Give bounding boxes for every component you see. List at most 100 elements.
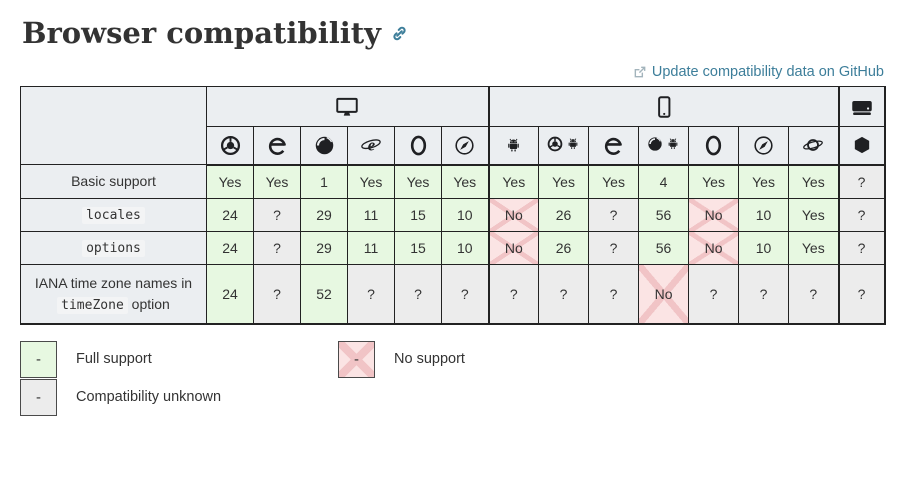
update-compat-link[interactable]: Update compatibility data on GitHub [633,64,884,80]
column-edge-mobile [588,126,640,166]
column-safari [440,126,490,166]
row-label-basic-support: Basic support [20,164,207,199]
compat-table: e [20,86,886,325]
ie-icon: e [361,135,381,154]
legend-label: No support [394,351,465,367]
compat-cell: ? [788,264,840,325]
column-edge [253,126,301,166]
compatibility-unknown-swatch: - [20,378,57,416]
table-row: Basic support Yes Yes 1 Yes Yes Yes Yes … [20,164,886,199]
compat-cell: ? [837,231,886,265]
mobile-icon [657,95,670,118]
column-firefox [300,126,348,166]
compat-cell: Yes [688,164,740,199]
table-row: IANA time zone names in timeZone option … [20,264,886,325]
compat-cell: ? [588,231,640,265]
row-label-locales: locales [20,198,207,232]
compat-cell: Yes [206,164,254,199]
full-support-swatch: - [20,340,57,378]
page-title: Browser compatibility [22,16,901,50]
compat-cell: 10 [440,231,490,265]
samsung-internet-icon [803,139,824,152]
github-link-row: Update compatibility data on GitHub [20,64,884,83]
compat-cell: 52 [300,264,348,325]
column-webview-android [487,126,540,166]
android-icon [508,138,520,152]
compat-cell: ? [837,198,886,232]
column-chrome-android [538,126,590,166]
compat-cell: No [688,198,740,232]
compat-cell: Yes [788,231,840,265]
platform-server [837,86,886,127]
column-opera-android [688,126,740,166]
compat-cell: Yes [538,164,590,199]
compat-cell: ? [538,264,590,325]
firefox-android-icon [647,136,680,152]
compat-cell: ? [837,264,886,325]
platform-mobile [487,86,840,127]
compat-cell: 24 [206,198,254,232]
opera-icon [410,135,426,156]
compat-cell: Yes [487,164,540,199]
table-row: options 24 ? 29 11 15 10 No 26 ? 56 No 1… [20,231,886,265]
legend-item-compatibility-unknown: - Compatibility unknown [20,378,338,416]
compat-cell: No [487,198,540,232]
column-firefox-android [638,126,690,166]
compat-cell: ? [253,198,301,232]
link-icon[interactable] [390,24,409,43]
column-nodejs [837,126,886,166]
edge-icon [268,137,286,155]
compat-cell: Yes [440,164,490,199]
compat-cell: 11 [347,198,395,232]
legend-item-full-support: - Full support [20,340,338,378]
server-icon [851,100,872,115]
compat-cell: 10 [738,198,790,232]
column-chrome [206,126,254,166]
compat-cell: ? [487,264,540,325]
compat-cell: 10 [738,231,790,265]
row-label-iana-timezone: IANA time zone names in timeZone option [20,264,207,325]
compat-cell: 15 [394,231,442,265]
compat-cell: No [688,231,740,265]
no-support-swatch: - [338,340,375,378]
chrome-android-icon [547,136,580,152]
chrome-icon [220,135,240,155]
compat-cell: Yes [738,164,790,199]
compat-cell: ? [588,198,640,232]
compat-cell: ? [253,264,301,325]
compat-cell: ? [440,264,490,325]
safari-icon [754,136,773,155]
firefox-icon [315,136,333,154]
legend: - Full support - No support - Compatibil… [20,340,901,416]
compat-cell: ? [588,264,640,325]
compat-cell: No [487,231,540,265]
opera-icon [705,135,722,156]
compat-cell: ? [738,264,790,325]
column-safari-ios [738,126,790,166]
external-link-icon [634,66,646,78]
compat-cell: Yes [588,164,640,199]
compat-cell: Yes [788,164,840,199]
compat-cell: ? [253,231,301,265]
platform-desktop [205,86,490,127]
update-compat-label: Update compatibility data on GitHub [651,64,884,80]
compat-cell: ? [688,264,740,325]
compat-cell: 4 [638,164,690,199]
column-ie: e [347,126,395,166]
compat-cell: 24 [206,231,254,265]
legend-label: Compatibility unknown [76,389,222,405]
compat-cell: Yes [788,198,840,232]
safari-icon [455,136,474,155]
desktop-icon [336,97,358,116]
row-label-options: options [20,231,207,265]
compat-cell: Yes [394,164,442,199]
compat-cell: 29 [300,198,348,232]
compat-cell: 56 [638,198,690,232]
compat-cell: Yes [347,164,395,199]
edge-icon [604,137,623,155]
corner-cell [20,86,207,165]
compat-cell: 11 [347,231,395,265]
compat-cell: 24 [206,264,254,325]
compat-cell: 1 [300,164,348,199]
nodejs-icon [854,137,869,154]
